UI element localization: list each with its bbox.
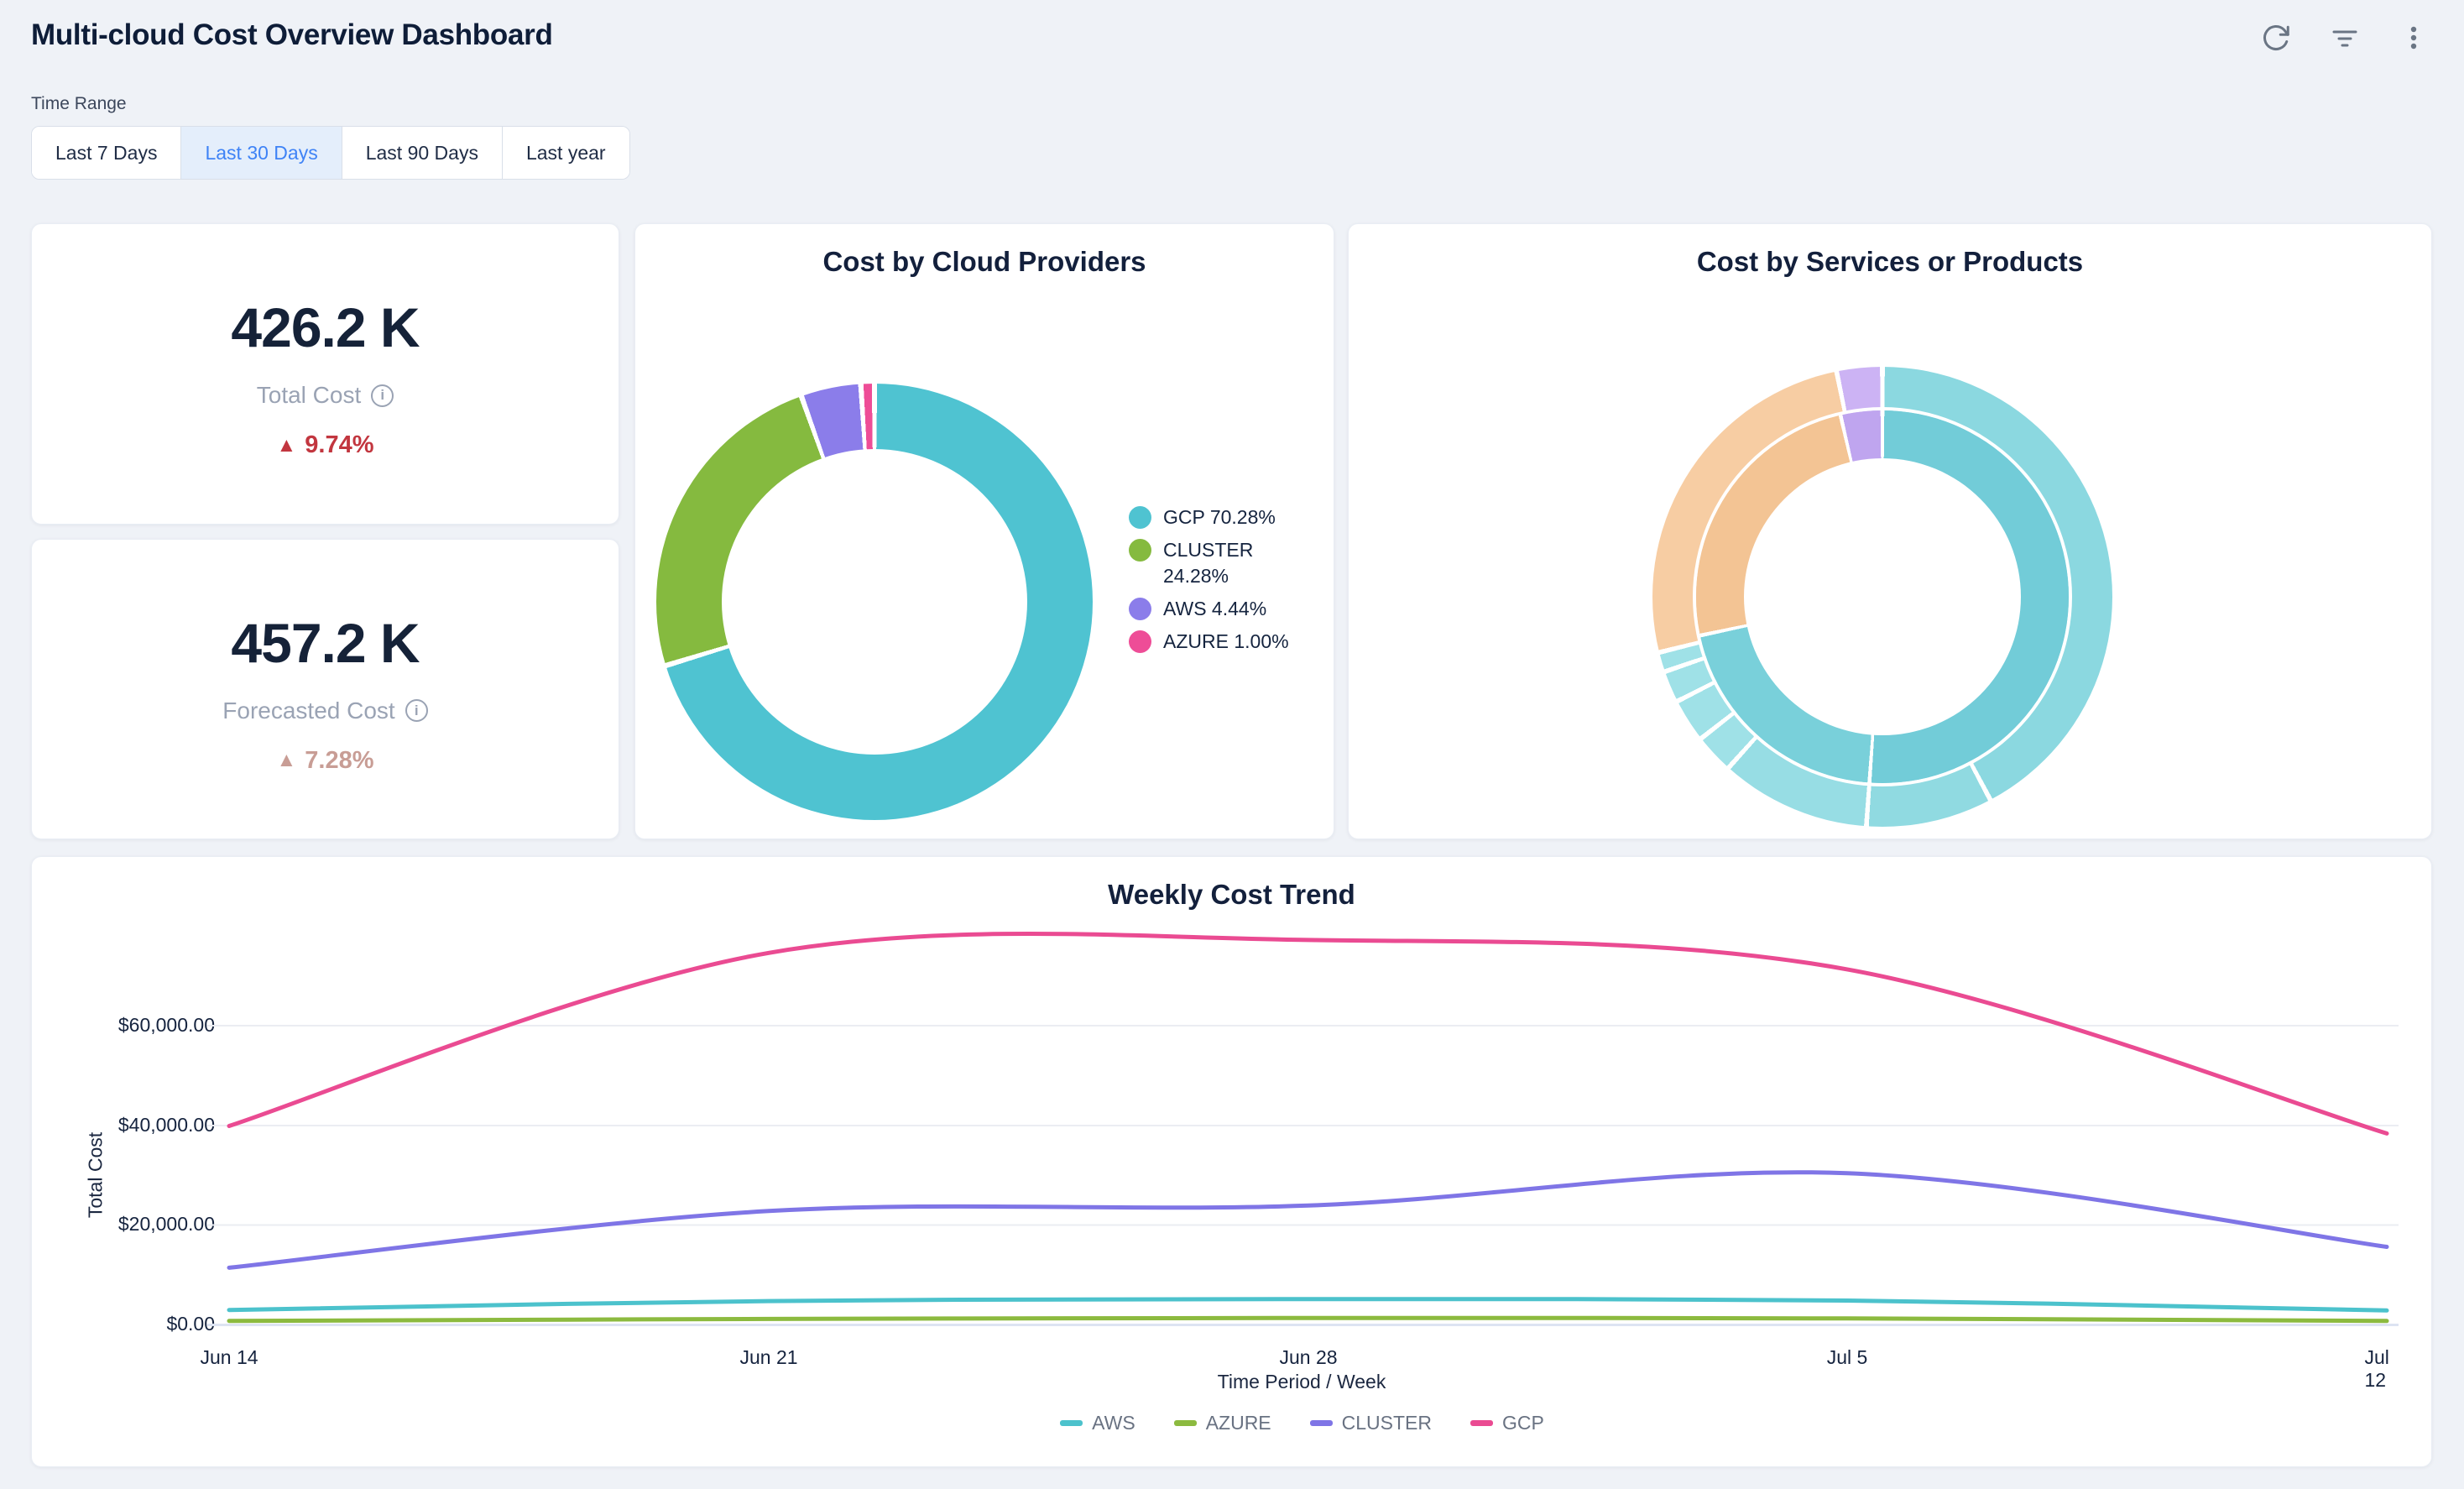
- aws-dash-icon: [1060, 1420, 1083, 1426]
- x-tick-jul5: Jul 5: [1827, 1346, 1868, 1369]
- time-range-group: Last 7 Days Last 30 Days Last 90 Days La…: [31, 126, 630, 180]
- providers-chart-title: Cost by Cloud Providers: [635, 224, 1334, 278]
- header-actions: [2259, 22, 2430, 55]
- cost-by-cloud-providers-card: Cost by Cloud Providers GCP 70.28% CLUST…: [634, 223, 1334, 839]
- time-range-last-90-days[interactable]: Last 90 Days: [342, 127, 503, 179]
- total-cost-delta: ▲ 9.74%: [277, 431, 374, 459]
- aws-line[interactable]: [229, 1299, 2387, 1311]
- time-range-last-30-days[interactable]: Last 30 Days: [181, 127, 342, 179]
- time-range-last-7-days[interactable]: Last 7 Days: [32, 127, 181, 179]
- x-axis-title: Time Period / Week: [1218, 1371, 1386, 1393]
- providers-legend: GCP 70.28% CLUSTER 24.28% AWS 4.44% AZUR…: [1129, 501, 1322, 658]
- x-tick-jul12: Jul 12: [2365, 1346, 2409, 1392]
- donut-hole: [722, 449, 1027, 755]
- up-triangle-icon: ▲: [277, 749, 297, 772]
- dashboard-page: Multi-cloud Cost Overview Dashboard: [0, 0, 2464, 1489]
- info-icon[interactable]: i: [405, 699, 428, 722]
- filter-button[interactable]: [2328, 22, 2362, 55]
- legend-item-azure[interactable]: AZURE 1.00%: [1129, 629, 1322, 655]
- trend-legend-gcp[interactable]: GCP: [1470, 1412, 1544, 1434]
- sunburst-inner-ring[interactable]: [1696, 410, 2069, 783]
- time-range-last-year[interactable]: Last year: [503, 127, 629, 179]
- legend-item-aws[interactable]: AWS 4.44%: [1129, 596, 1322, 622]
- forecasted-cost-card: 457.2 K Forecasted Cost i ▲ 7.28%: [31, 539, 619, 839]
- trend-legend-cluster[interactable]: CLUSTER: [1310, 1412, 1432, 1434]
- gcp-line[interactable]: [229, 934, 2387, 1134]
- page-title: Multi-cloud Cost Overview Dashboard: [31, 18, 553, 52]
- gcp-legend-dot: [1129, 506, 1151, 529]
- x-tick-jun21: Jun 21: [739, 1346, 797, 1369]
- more-menu-button[interactable]: [2397, 22, 2430, 55]
- cluster-legend-dot: [1129, 539, 1151, 562]
- x-tick-jun14: Jun 14: [200, 1346, 258, 1369]
- cost-by-services-card: Cost by Services or Products: [1348, 223, 2432, 839]
- info-icon[interactable]: i: [371, 384, 394, 407]
- providers-donut-ring[interactable]: [656, 384, 1093, 820]
- up-triangle-icon: ▲: [277, 434, 297, 457]
- refresh-icon: [2261, 23, 2291, 55]
- total-cost-label: Total Cost i: [257, 382, 394, 409]
- azure-line[interactable]: [229, 1318, 2387, 1321]
- filter-icon: [2330, 23, 2360, 55]
- azure-dash-icon: [1174, 1420, 1197, 1426]
- legend-item-gcp[interactable]: GCP 70.28%: [1129, 504, 1322, 530]
- trend-legend-aws[interactable]: AWS: [1060, 1412, 1135, 1434]
- weekly-cost-trend-card: Weekly Cost Trend Total Cost $60,000.00 …: [31, 856, 2432, 1467]
- legend-item-cluster[interactable]: CLUSTER 24.28%: [1129, 537, 1322, 589]
- refresh-button[interactable]: [2259, 22, 2293, 55]
- total-cost-value: 426.2 K: [231, 295, 419, 359]
- trend-legend: AWS AZURE CLUSTER GCP: [207, 1412, 2397, 1434]
- gcp-dash-icon: [1470, 1420, 1493, 1426]
- sunburst-hole: [1744, 458, 2021, 735]
- aws-legend-dot: [1129, 598, 1151, 620]
- sunburst-outer-ring[interactable]: [1652, 367, 2112, 827]
- trend-legend-azure[interactable]: AZURE: [1174, 1412, 1271, 1434]
- kebab-menu-icon: [2399, 23, 2429, 55]
- cluster-line[interactable]: [229, 1173, 2387, 1268]
- time-range-label: Time Range: [31, 94, 127, 114]
- services-chart-title: Cost by Services or Products: [1349, 224, 2431, 278]
- forecasted-cost-label: Forecasted Cost i: [222, 697, 427, 724]
- cluster-dash-icon: [1310, 1420, 1333, 1426]
- forecasted-cost-delta: ▲ 7.28%: [277, 747, 374, 775]
- x-tick-jun28: Jun 28: [1279, 1346, 1337, 1369]
- azure-legend-dot: [1129, 630, 1151, 653]
- forecasted-cost-value: 457.2 K: [231, 611, 419, 675]
- total-cost-card: 426.2 K Total Cost i ▲ 9.74%: [31, 223, 619, 525]
